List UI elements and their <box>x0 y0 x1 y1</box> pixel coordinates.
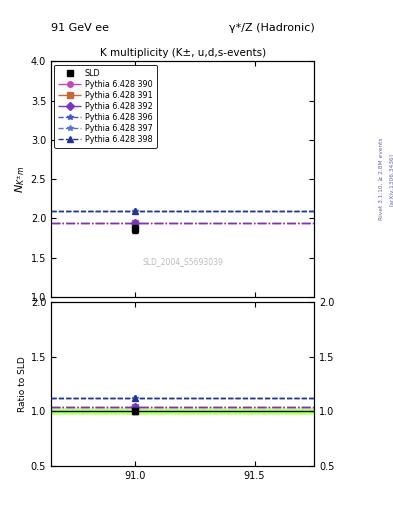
Text: 91 GeV ee: 91 GeV ee <box>51 23 109 33</box>
Y-axis label: $N_{K^{\pm}m}$: $N_{K^{\pm}m}$ <box>13 165 27 193</box>
Bar <box>51 410 314 412</box>
Text: SLD_2004_S5693039: SLD_2004_S5693039 <box>142 257 223 266</box>
Text: γ*/Z (Hadronic): γ*/Z (Hadronic) <box>229 23 314 33</box>
Legend: SLD, Pythia 6.428 390, Pythia 6.428 391, Pythia 6.428 392, Pythia 6.428 396, Pyt: SLD, Pythia 6.428 390, Pythia 6.428 391,… <box>54 65 157 148</box>
Text: Rivet 3.1.10, ≥ 2.8M events: Rivet 3.1.10, ≥ 2.8M events <box>379 138 384 221</box>
Y-axis label: Ratio to SLD: Ratio to SLD <box>18 356 27 412</box>
Bar <box>51 408 314 414</box>
Text: [arXiv:1306.3436]: [arXiv:1306.3436] <box>389 153 393 206</box>
Title: K multiplicity (K±, u,d,s-events): K multiplicity (K±, u,d,s-events) <box>100 48 266 58</box>
